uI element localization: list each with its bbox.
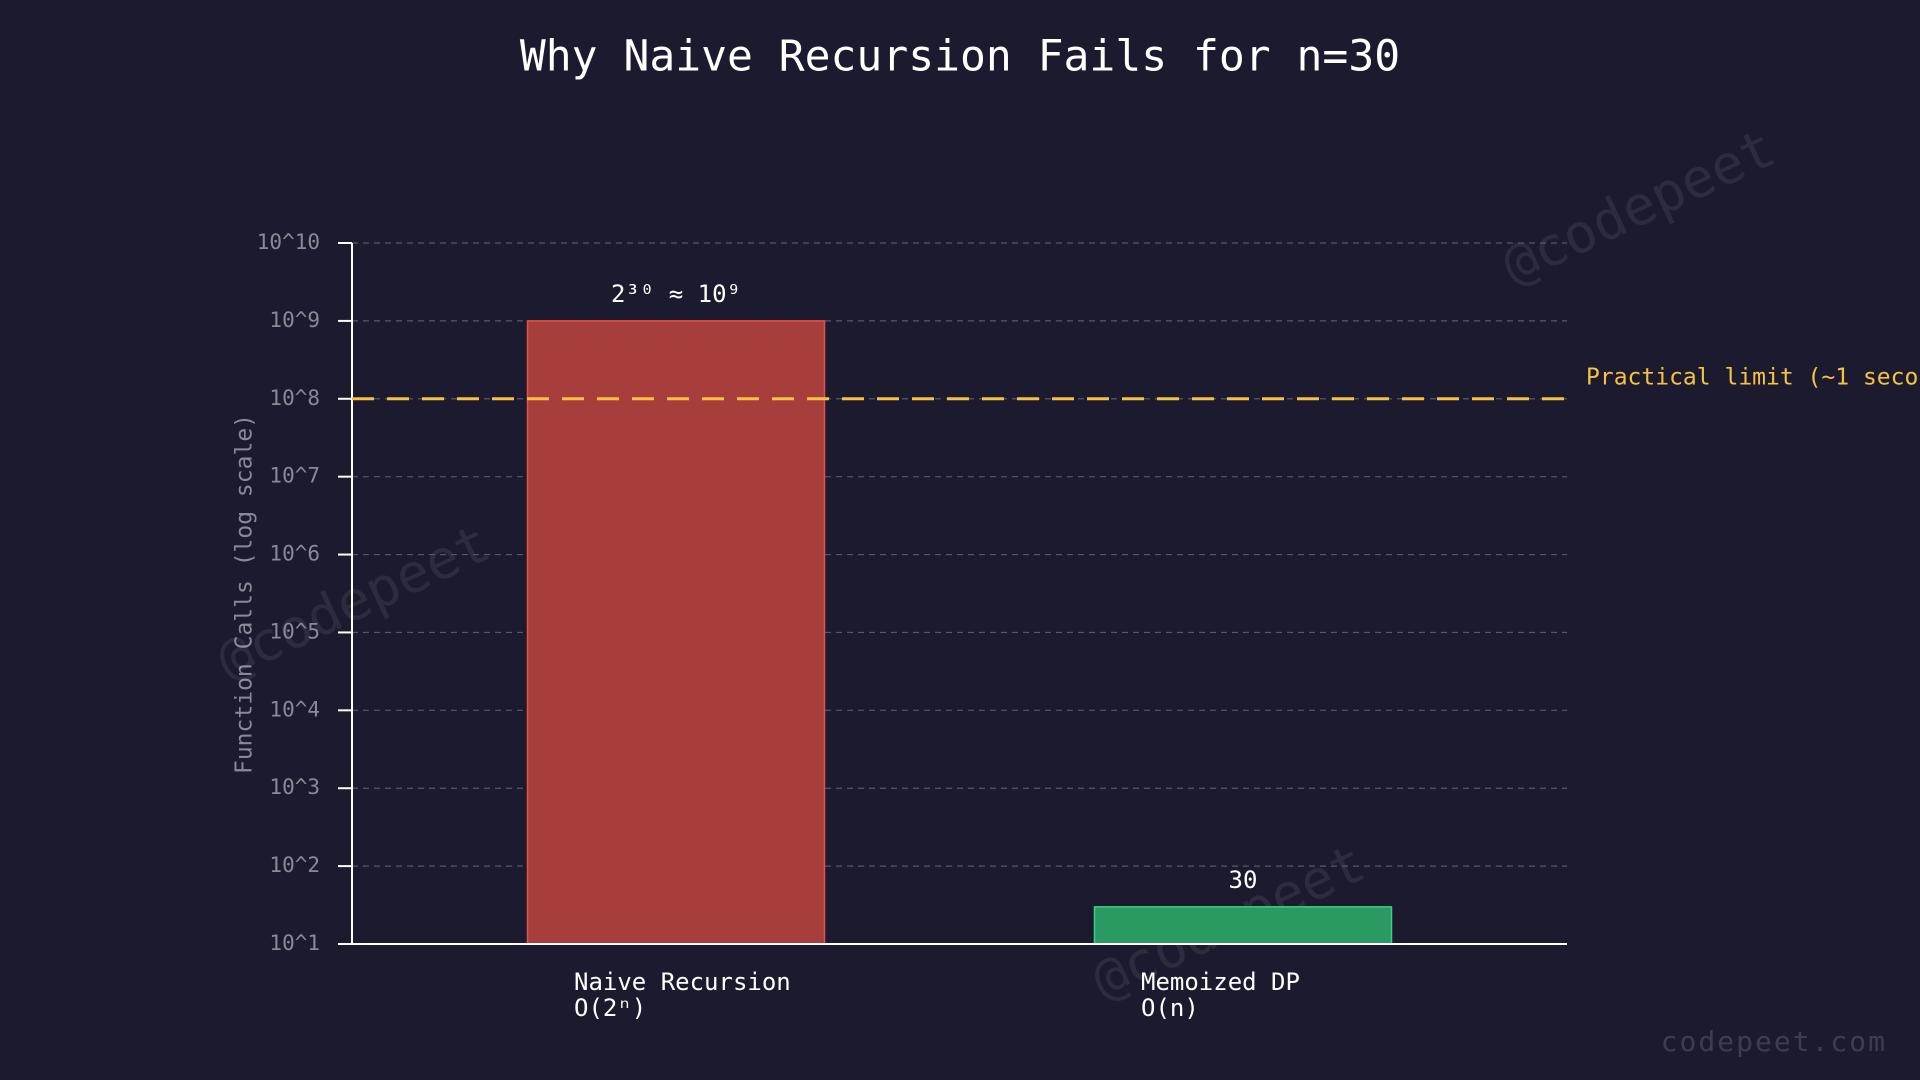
x-tick-sublabel: O(n)	[1141, 994, 1199, 1022]
x-tick-label: Memoized DP	[1141, 968, 1300, 996]
x-tick-label: Naive Recursion	[574, 968, 791, 996]
y-tick-label: 10^5	[269, 619, 320, 643]
chart-title: Why Naive Recursion Fails for n=30	[520, 32, 1400, 82]
y-tick-label: 10^10	[257, 230, 320, 254]
value-label: 30	[1229, 866, 1258, 894]
bar	[526, 320, 826, 945]
y-tick-label: 10^4	[269, 697, 320, 721]
y-tick-label: 10^1	[269, 931, 320, 955]
footer: codepeet.com	[1661, 1025, 1887, 1058]
value-label: 2³⁰ ≈ 10⁹	[611, 280, 741, 308]
y-axis-label: Function Calls (log scale)	[232, 414, 258, 774]
y-tick-label: 10^2	[269, 853, 320, 877]
y-tick-label: 10^7	[269, 464, 320, 488]
y-tick-label: 10^6	[269, 542, 320, 566]
y-tick-label: 10^3	[269, 775, 320, 799]
y-tick-label: 10^9	[269, 308, 320, 332]
reference-label: Practical limit (~1 second)	[1586, 364, 1920, 390]
y-tick-label: 10^8	[269, 386, 320, 410]
x-tick-sublabel: O(2ⁿ)	[574, 994, 646, 1022]
bar	[1093, 906, 1393, 945]
